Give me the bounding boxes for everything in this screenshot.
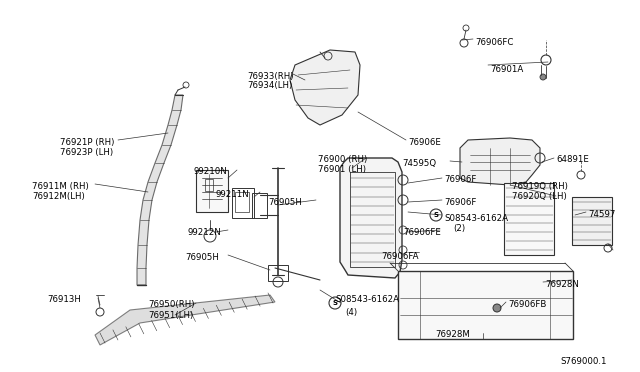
Text: 76900 (RH): 76900 (RH) bbox=[318, 155, 367, 164]
Text: S08543-6162A: S08543-6162A bbox=[335, 295, 399, 304]
Text: 76906FC: 76906FC bbox=[475, 38, 513, 47]
Text: 76920Q (LH): 76920Q (LH) bbox=[512, 192, 567, 201]
Text: 76906FB: 76906FB bbox=[508, 300, 547, 309]
Text: 74597: 74597 bbox=[588, 210, 616, 219]
Polygon shape bbox=[460, 138, 540, 185]
Text: 76919Q (RH): 76919Q (RH) bbox=[512, 182, 568, 191]
Text: 99211N: 99211N bbox=[215, 190, 249, 199]
Text: 76950(RH): 76950(RH) bbox=[148, 300, 195, 309]
Bar bbox=[252, 193, 267, 218]
Text: 76921P (RH): 76921P (RH) bbox=[60, 138, 115, 147]
Text: (4): (4) bbox=[345, 308, 357, 317]
Text: 76906FE: 76906FE bbox=[403, 228, 441, 237]
Bar bbox=[232, 188, 254, 218]
Text: S769000.1: S769000.1 bbox=[560, 357, 607, 366]
Text: 76933(RH): 76933(RH) bbox=[247, 72, 294, 81]
Text: S08543-6162A: S08543-6162A bbox=[444, 214, 508, 223]
Bar bbox=[398, 271, 573, 339]
Polygon shape bbox=[95, 295, 275, 345]
Text: (2): (2) bbox=[453, 224, 465, 233]
Polygon shape bbox=[340, 158, 402, 278]
Text: 99212N: 99212N bbox=[187, 228, 221, 237]
Bar bbox=[504, 183, 554, 255]
Text: 76913H: 76913H bbox=[47, 295, 81, 304]
Text: 76928N: 76928N bbox=[545, 280, 579, 289]
Text: 76923P (LH): 76923P (LH) bbox=[60, 148, 113, 157]
Text: 76901A: 76901A bbox=[490, 65, 524, 74]
Text: 76906FA: 76906FA bbox=[381, 252, 419, 261]
Text: 74595Q: 74595Q bbox=[402, 159, 436, 168]
Polygon shape bbox=[290, 50, 360, 125]
Text: 76906F: 76906F bbox=[444, 198, 476, 207]
Text: 76905H: 76905H bbox=[268, 198, 302, 207]
Bar bbox=[235, 192, 249, 212]
Text: 76951(LH): 76951(LH) bbox=[148, 311, 193, 320]
Text: 76934(LH): 76934(LH) bbox=[247, 81, 292, 90]
Text: 76928M: 76928M bbox=[435, 330, 470, 339]
Text: 76911M (RH): 76911M (RH) bbox=[32, 182, 89, 191]
Text: 76905H: 76905H bbox=[185, 253, 219, 262]
Circle shape bbox=[540, 74, 546, 80]
Text: 99210N: 99210N bbox=[193, 167, 227, 176]
Bar bbox=[572, 197, 612, 245]
Text: 64891E: 64891E bbox=[556, 155, 589, 164]
Bar bbox=[350, 172, 395, 267]
Bar bbox=[196, 170, 228, 212]
Circle shape bbox=[493, 304, 501, 312]
Text: 76906E: 76906E bbox=[408, 138, 441, 147]
Text: 76912M(LH): 76912M(LH) bbox=[32, 192, 84, 201]
Text: 76906F: 76906F bbox=[444, 175, 476, 184]
Text: S: S bbox=[433, 212, 438, 218]
Bar bbox=[268, 265, 288, 281]
Bar bbox=[205, 179, 213, 191]
Polygon shape bbox=[137, 95, 183, 285]
Text: 76901 (LH): 76901 (LH) bbox=[318, 165, 366, 174]
Text: S: S bbox=[333, 300, 337, 306]
